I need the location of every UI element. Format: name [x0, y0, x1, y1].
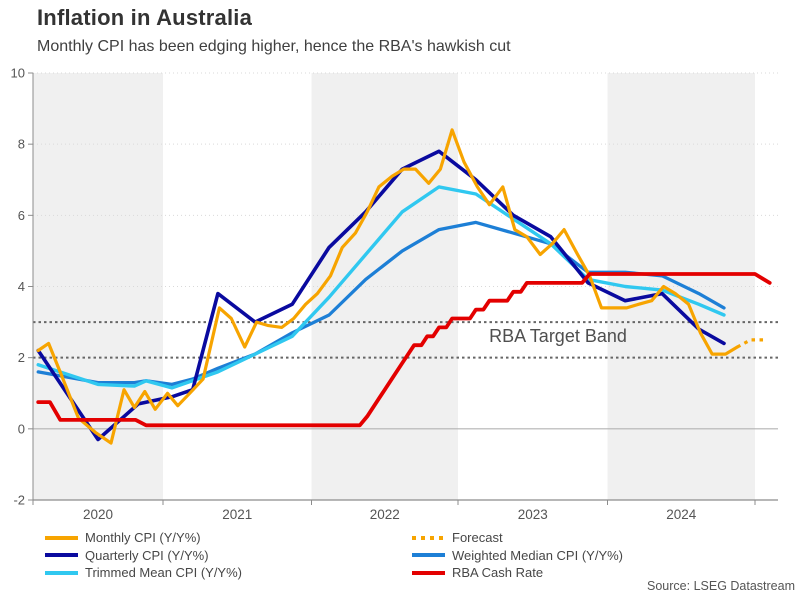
- y-tick-label: -2: [13, 493, 25, 508]
- line-swatch: [412, 553, 445, 557]
- y-tick-label: 4: [18, 279, 25, 294]
- legend-item-quarterly-cpi-y-y: Quarterly CPI (Y/Y%): [45, 547, 209, 564]
- line-swatch: [412, 570, 445, 575]
- y-tick-label: 6: [18, 208, 25, 223]
- legend-label: Forecast: [452, 530, 503, 545]
- page-title: Inflation in Australia: [37, 5, 253, 30]
- series-line-monthly-cpi-y-y: [36, 128, 739, 445]
- legend-item-rba-cash-rate: RBA Cash Rate: [412, 564, 543, 581]
- series-line-quarterly-cpi-y-y: [36, 149, 726, 442]
- legend-label: Quarterly CPI (Y/Y%): [85, 547, 209, 563]
- series-line-trimmed-mean-cpi-y-y: [36, 185, 726, 390]
- series-line-rba-cash-rate: [36, 272, 772, 428]
- page-subtitle: Monthly CPI has been edging higher, henc…: [37, 38, 511, 55]
- y-tick-label: 0: [18, 421, 25, 436]
- legend-item-monthly-cpi-y-y: Monthly CPI (Y/Y%): [45, 529, 201, 546]
- legend-item-trimmed-mean-cpi-y-y: Trimmed Mean CPI (Y/Y%): [45, 564, 242, 581]
- dotted-line-swatch: [412, 535, 445, 540]
- x-tick-label: 2024: [666, 507, 697, 522]
- x-tick-label: 2022: [370, 507, 400, 522]
- legend-label: Weighted Median CPI (Y/Y%): [452, 547, 623, 563]
- y-tick-label: 10: [11, 66, 25, 81]
- rba-target-band-label: RBA Target Band: [489, 326, 627, 346]
- legend-item-forecast: Forecast: [412, 529, 503, 546]
- legend-item-weighted-median-cpi-y-y: Weighted Median CPI (Y/Y%): [412, 547, 623, 564]
- x-tick-label: 2023: [518, 507, 548, 522]
- legend-label: Monthly CPI (Y/Y%): [85, 530, 201, 545]
- line-swatch: [45, 553, 78, 557]
- line-swatch: [45, 535, 78, 540]
- y-tick-label: 2: [18, 350, 25, 365]
- x-tick-label: 2021: [222, 507, 252, 522]
- legend-label: Trimmed Mean CPI (Y/Y%): [85, 565, 242, 580]
- source-note: Source: LSEG Datastream: [647, 579, 795, 593]
- x-tick-label: 2020: [83, 507, 113, 522]
- y-tick-label: 8: [18, 137, 25, 152]
- legend-label: RBA Cash Rate: [452, 565, 544, 580]
- line-swatch: [45, 570, 78, 575]
- chart-legend: Monthly CPI (Y/Y%) Quarterly CPI (Y/Y%) Tr…: [0, 529, 801, 583]
